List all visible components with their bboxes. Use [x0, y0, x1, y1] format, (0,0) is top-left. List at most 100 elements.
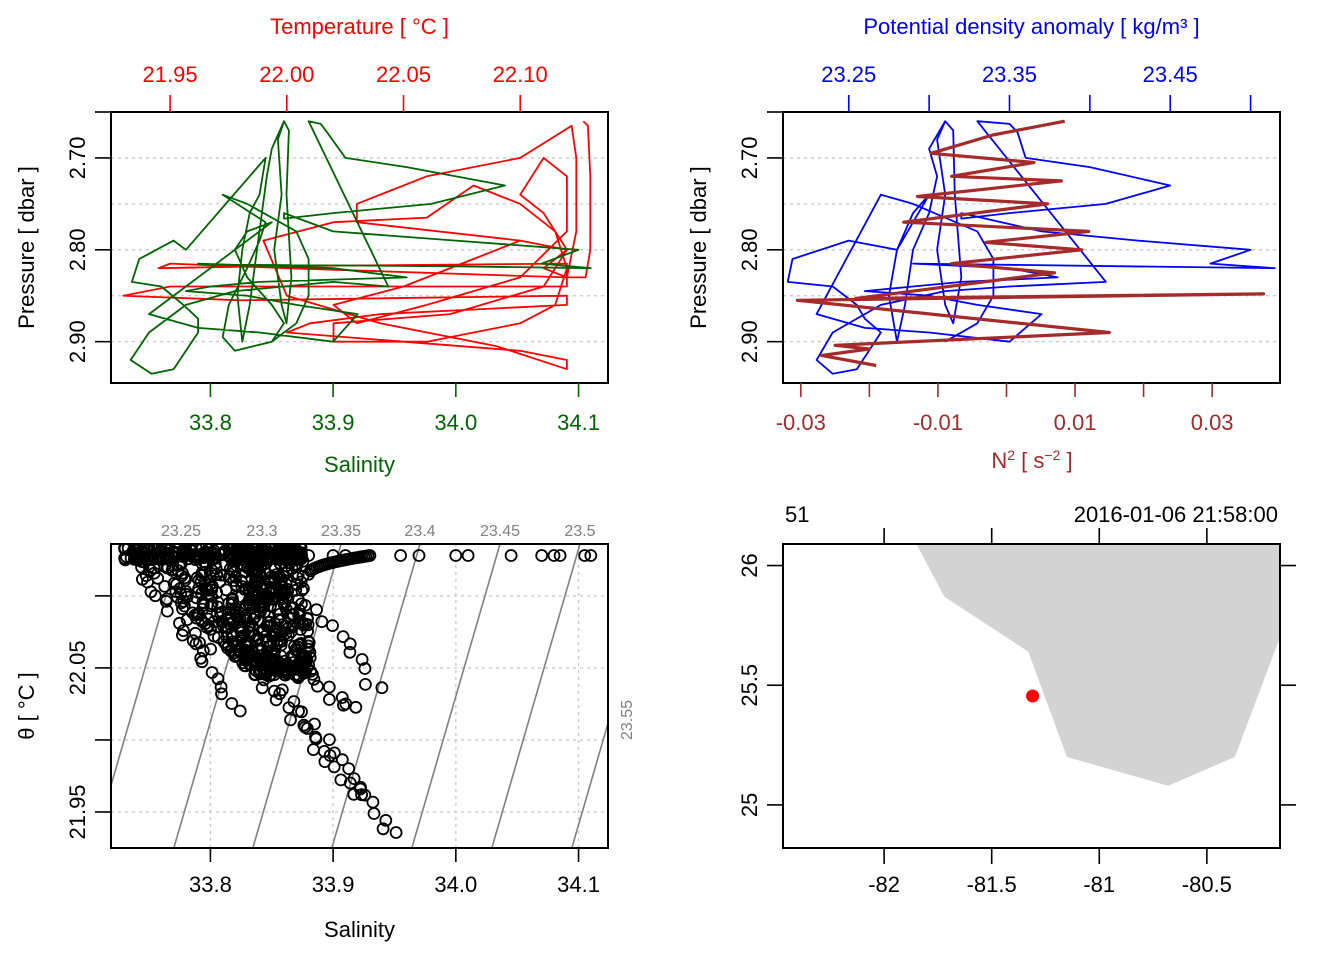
data-point — [178, 599, 191, 613]
data-point — [547, 549, 561, 562]
x-tick-label: 34.0 — [434, 410, 477, 435]
data-point — [225, 697, 239, 710]
data-point — [161, 561, 175, 574]
top-tick-label: 23.35 — [982, 62, 1037, 87]
ts-diagram-panel: 23.25 23.3 23.35 23.4 23.45 23.5 23.55 33.8 33.9… — [14, 523, 636, 942]
data-point — [289, 583, 303, 597]
data-point — [343, 645, 357, 659]
top-tick-label: 22.10 — [493, 62, 548, 87]
data-point — [284, 713, 297, 727]
data-point — [238, 582, 251, 596]
data-point — [327, 746, 341, 760]
data-point — [214, 568, 228, 582]
data-point — [376, 822, 390, 836]
data-point — [139, 569, 153, 583]
data-point — [213, 575, 227, 589]
data-point — [504, 549, 518, 562]
data-point — [261, 610, 275, 623]
data-point — [202, 550, 216, 564]
data-point — [355, 653, 369, 666]
data-point — [315, 615, 329, 628]
station-time-label: 2016-01-06 21:58:00 — [1074, 502, 1278, 527]
data-point — [310, 603, 323, 617]
x-tick-label: -0.01 — [913, 410, 963, 435]
isopycnal-label: 23.3 — [246, 523, 277, 540]
data-point — [174, 587, 188, 601]
data-point — [255, 544, 268, 554]
data-point — [246, 612, 260, 626]
data-point — [160, 592, 174, 606]
data-point — [153, 549, 167, 563]
data-point — [195, 655, 209, 669]
data-point — [142, 560, 156, 574]
data-point — [198, 617, 212, 631]
data-point — [249, 657, 263, 670]
data-point — [249, 565, 263, 579]
data-point — [342, 762, 356, 775]
x-tick-label: -82 — [868, 872, 900, 897]
isopycnal-line — [491, 544, 581, 848]
data-point — [255, 643, 269, 656]
data-point — [449, 549, 463, 562]
data-point — [292, 609, 306, 622]
data-point — [295, 705, 308, 719]
data-point — [233, 704, 247, 718]
y-tick-label: 25 — [737, 793, 762, 817]
data-point — [225, 598, 239, 611]
data-point — [306, 743, 320, 756]
profile-lines — [122, 120, 592, 375]
data-point — [308, 717, 321, 731]
y-tick-label: 25.5 — [737, 664, 762, 707]
data-point — [153, 545, 167, 558]
y-tick-label: 2.70 — [65, 137, 90, 180]
data-point — [375, 681, 389, 695]
isopycnal-label: 23.25 — [161, 523, 201, 540]
y-tick-label: 2.80 — [737, 228, 762, 271]
data-point — [274, 638, 288, 652]
data-point — [190, 571, 204, 585]
data-point — [228, 650, 242, 663]
axis-title-part: N — [991, 448, 1007, 473]
data-point — [553, 549, 567, 562]
x-tick-label: 33.9 — [312, 410, 355, 435]
data-point — [358, 662, 372, 675]
isopycnal-line — [111, 544, 182, 789]
data-point — [175, 628, 189, 642]
ts-content — [111, 544, 608, 848]
top-tick-label: 22.00 — [259, 62, 314, 87]
data-point — [267, 684, 281, 698]
data-point — [220, 630, 234, 644]
data-point — [310, 679, 324, 693]
data-point — [205, 583, 219, 597]
y-tick-label: 2.90 — [65, 320, 90, 363]
data-point — [412, 549, 426, 562]
y-tick-label: 26 — [737, 553, 762, 577]
isopycnal-line — [331, 544, 421, 848]
isopycnal-label: 23.5 — [564, 523, 595, 540]
axis-title-part: 2 — [1007, 447, 1015, 463]
data-point — [247, 628, 261, 642]
data-point — [160, 604, 174, 618]
x-axis-title: N2 [ s−2 ] — [991, 447, 1072, 473]
data-point — [204, 642, 218, 656]
data-point — [338, 549, 352, 562]
axis-title-part: [ s — [1015, 448, 1044, 473]
data-point — [196, 596, 210, 609]
isopycnal-label: 23.35 — [321, 523, 361, 540]
data-point — [358, 678, 372, 691]
data-point — [160, 548, 174, 562]
data-point — [296, 658, 310, 672]
data-point — [322, 680, 336, 694]
y-axis-title: θ [ °C ] — [14, 672, 39, 739]
data-point — [293, 604, 307, 617]
station-marker — [1026, 689, 1040, 703]
data-point — [235, 631, 249, 645]
data-point — [269, 693, 283, 707]
x-tick-label: 33.8 — [189, 410, 232, 435]
plot-frame — [110, 111, 609, 384]
data-point — [394, 549, 408, 562]
data-point — [144, 585, 158, 599]
data-point — [189, 637, 203, 651]
data-point — [322, 733, 336, 746]
